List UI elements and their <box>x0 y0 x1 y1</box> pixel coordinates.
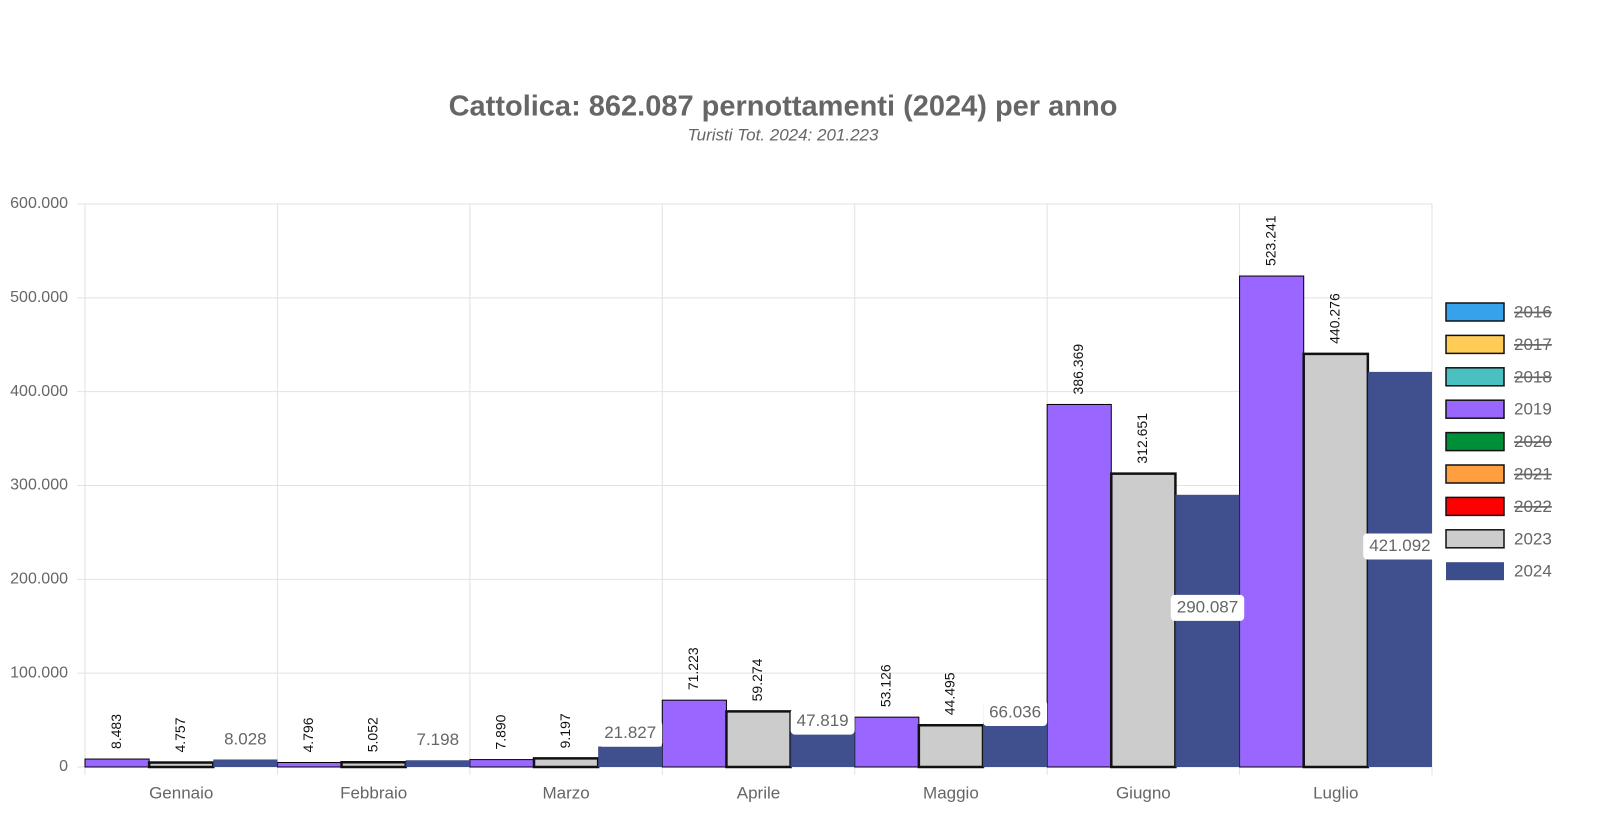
value-label: 8.028 <box>224 730 267 749</box>
legend-item[interactable]: 2024 <box>1446 562 1552 581</box>
legend-swatch <box>1445 496 1505 517</box>
legend-item[interactable]: 2016 <box>1445 302 1552 322</box>
legend-label: 2018 <box>1514 367 1552 386</box>
legend-label: 2016 <box>1514 302 1552 321</box>
y-tick-label: 400.000 <box>10 383 68 400</box>
legend-swatch <box>1445 464 1505 484</box>
bar <box>1175 494 1240 767</box>
y-tick-label: 600.000 <box>10 195 68 212</box>
legend-label: 2024 <box>1514 562 1552 581</box>
value-label-box: 66.036 <box>983 700 1048 727</box>
x-tick-label: Febbraio <box>340 783 407 802</box>
legend-swatch <box>1445 399 1505 419</box>
y-tick-label: 300.000 <box>10 477 68 494</box>
value-label: 386.369 <box>1070 344 1086 395</box>
bar <box>725 710 792 769</box>
bar <box>598 746 663 767</box>
bar <box>1367 371 1432 767</box>
bar <box>276 761 343 768</box>
bar <box>405 760 470 767</box>
value-label-bg <box>218 727 273 754</box>
value-label: 523.241 <box>1262 215 1278 266</box>
bar <box>661 699 727 768</box>
y-tick-label: 500.000 <box>10 289 68 306</box>
value-label: 4.757 <box>172 717 188 752</box>
legend-swatch <box>1445 302 1505 322</box>
value-label: 44.495 <box>942 672 958 715</box>
x-tick-label: Marzo <box>542 783 589 802</box>
y-tick-label: 0 <box>59 758 68 775</box>
value-label: 440.276 <box>1326 293 1342 344</box>
value-label: 47.819 <box>797 711 849 730</box>
value-label-box: 290.087 <box>1170 594 1245 621</box>
value-label: 290.087 <box>1177 597 1238 616</box>
legend-label: 2020 <box>1514 432 1552 451</box>
value-label-box: 7.198 <box>410 727 466 754</box>
legend-label: 2021 <box>1514 464 1552 483</box>
x-tick-label: Aprile <box>737 783 780 802</box>
y-tick-label: 200.000 <box>10 571 68 588</box>
bar <box>1110 472 1177 769</box>
value-label: 9.197 <box>557 713 573 748</box>
value-label-bg <box>983 700 1048 727</box>
legend-label: 2017 <box>1514 335 1552 354</box>
legend-label: 2022 <box>1514 497 1552 516</box>
value-label: 7.198 <box>417 730 460 749</box>
legend-swatch <box>1445 367 1505 387</box>
value-label-bg <box>1170 594 1245 621</box>
bar <box>1239 275 1305 768</box>
value-label: 421.092 <box>1369 536 1430 555</box>
value-label: 71.223 <box>685 647 701 690</box>
value-label-box: 47.819 <box>790 708 855 735</box>
value-label: 4.796 <box>300 717 316 752</box>
value-label: 8.483 <box>108 714 124 749</box>
legend-item[interactable]: 2021 <box>1445 464 1552 484</box>
value-label-box: 21.827 <box>598 720 663 747</box>
value-label-bg <box>1363 533 1437 560</box>
y-tick-label: 100.000 <box>10 664 68 681</box>
bar <box>84 758 150 768</box>
chart-title: Cattolica: 862.087 pernottamenti (2024) … <box>449 91 1118 123</box>
bar <box>1302 352 1370 769</box>
bar <box>469 759 535 768</box>
value-label-box: 8.028 <box>218 727 273 754</box>
legend-swatch <box>1445 529 1505 549</box>
value-label: 59.274 <box>749 658 765 701</box>
value-label-box: 421.092 <box>1363 533 1437 560</box>
legend-item[interactable]: 2017 <box>1445 334 1552 355</box>
bar <box>147 761 215 769</box>
legend-item[interactable]: 2018 <box>1445 367 1552 387</box>
value-label: 21.827 <box>604 723 656 742</box>
bar <box>1046 403 1112 768</box>
bar <box>854 716 920 768</box>
bar <box>532 757 600 769</box>
value-label-bg <box>790 708 855 735</box>
legend-label: 2023 <box>1514 529 1552 548</box>
legend-label: 2019 <box>1514 400 1552 419</box>
legend-item[interactable]: 2023 <box>1445 529 1552 549</box>
value-label: 7.890 <box>493 714 509 749</box>
bar <box>213 759 278 767</box>
legend-swatch <box>1445 334 1505 355</box>
value-label-bg <box>598 720 663 747</box>
x-tick-label: Giugno <box>1116 783 1171 802</box>
value-label: 66.036 <box>989 703 1041 722</box>
legend-swatch <box>1446 562 1504 581</box>
legend-swatch <box>1445 431 1505 452</box>
bar <box>917 723 985 769</box>
value-label: 5.052 <box>364 717 380 752</box>
value-label: 312.651 <box>1134 413 1150 464</box>
value-label: 53.126 <box>877 664 893 707</box>
legend-item[interactable]: 2020 <box>1445 431 1552 452</box>
bar <box>340 761 407 769</box>
legend-item[interactable]: 2019 <box>1445 399 1552 419</box>
x-tick-label: Gennaio <box>149 783 213 802</box>
value-label-bg <box>410 727 466 754</box>
x-tick-label: Luglio <box>1313 783 1358 802</box>
legend-item[interactable]: 2022 <box>1445 496 1552 517</box>
x-tick-label: Maggio <box>923 783 979 802</box>
chart-subtitle: Turisti Tot. 2024: 201.223 <box>688 125 879 144</box>
